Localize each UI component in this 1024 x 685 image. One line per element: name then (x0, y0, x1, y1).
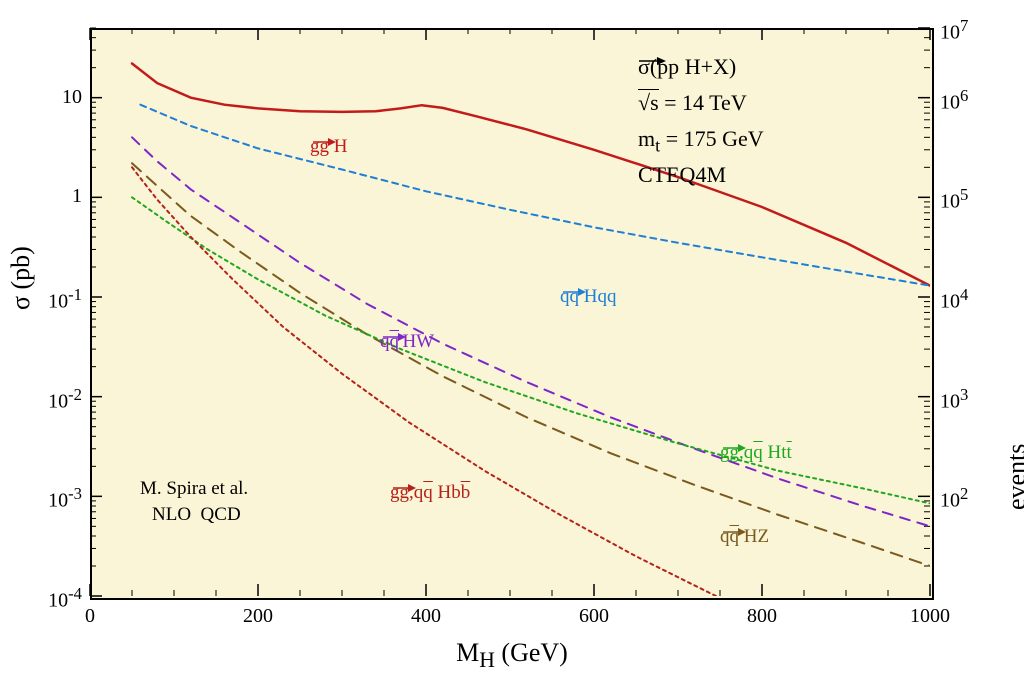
label-qqHqq: qq Hqq (560, 286, 616, 308)
credit-line-0: M. Spira et al. (140, 478, 248, 500)
svg-text:200: 200 (243, 605, 273, 627)
label-qqHZ: qq HZ (720, 526, 769, 548)
y-left-label: σ (pb) (6, 246, 36, 310)
yr-tick: 106 (940, 86, 968, 115)
x-axis-label: MH (GeV) (0, 638, 1024, 673)
svg-text:400: 400 (411, 605, 441, 627)
label-qqHW: qq'HW (380, 331, 434, 353)
curve-ggqqHbb (132, 167, 762, 618)
svg-text:1000: 1000 (910, 605, 950, 627)
yl-tick: 10 (62, 86, 82, 109)
info-line-3: CTEQ4M (638, 162, 726, 188)
curve-qqHZ (132, 163, 930, 566)
yr-tick: 103 (940, 385, 968, 414)
svg-text:0: 0 (85, 605, 95, 627)
label-ggqqHbb: gg,qq Hbb (390, 482, 470, 504)
svg-text:600: 600 (579, 605, 609, 627)
yr-tick: 102 (940, 484, 968, 513)
label-ggH: gg H (310, 136, 347, 158)
yl-tick: 10-3 (48, 484, 82, 513)
info-line-0: σ(pp H+X) (638, 54, 736, 80)
yr-tick: 105 (940, 185, 968, 214)
yl-tick: 1 (72, 185, 82, 208)
yl-tick: 10-4 (48, 584, 82, 613)
yl-tick: 10-2 (48, 385, 82, 414)
curve-ggH (132, 64, 930, 286)
curve-ggqqHtt (132, 197, 930, 503)
chart-svg: 0 200 400 600 800 1000 (0, 0, 1024, 685)
curve-qqHW (132, 137, 930, 526)
yr-tick: 104 (940, 285, 968, 314)
info-line-2: mt = 175 GeV (638, 126, 764, 156)
yl-tick: 10-1 (48, 285, 82, 314)
y-right-label: events for 105 pb-1 (1002, 444, 1024, 510)
yr-tick: 107 (940, 16, 968, 45)
svg-text:800: 800 (747, 605, 777, 627)
info-line-1: √s = 14 TeV (638, 90, 747, 116)
credit-line-1: NLO QCD (152, 504, 241, 526)
label-ggqqHtt: gg,qq Htt (720, 442, 792, 464)
